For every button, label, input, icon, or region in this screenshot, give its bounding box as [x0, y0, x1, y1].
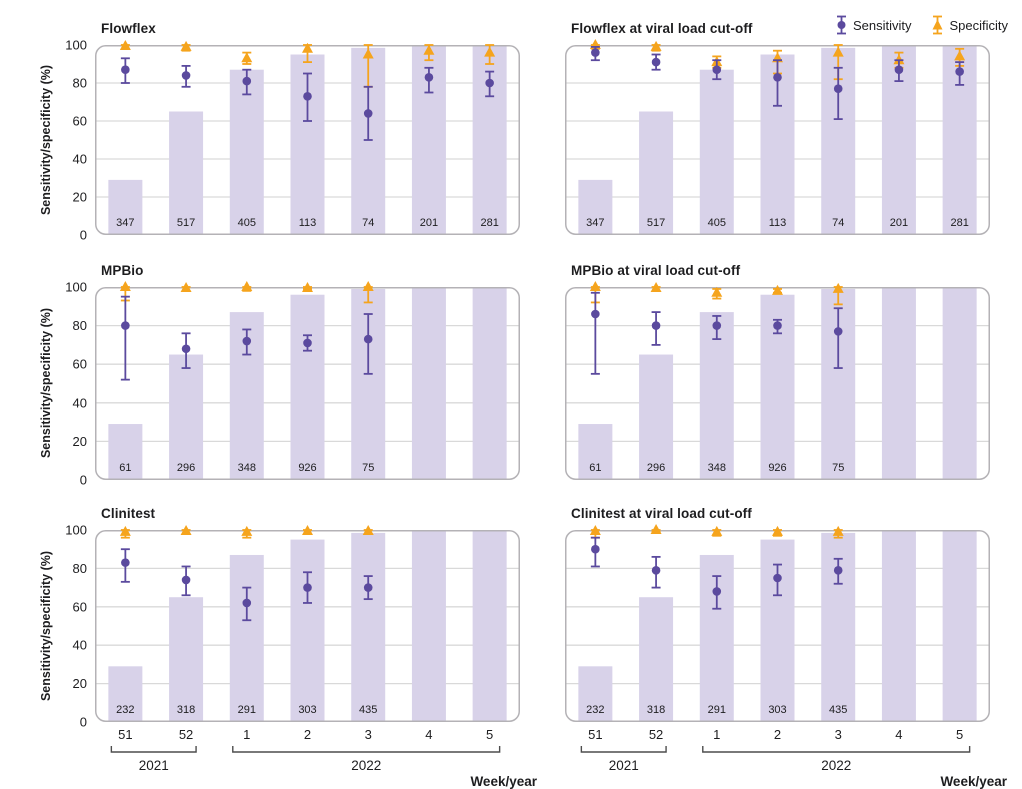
- svg-text:435: 435: [829, 704, 847, 716]
- svg-text:75: 75: [362, 462, 374, 474]
- svg-text:2021: 2021: [609, 758, 639, 773]
- plot-clinitest-cutoff: 232 318 291 303 435: [565, 524, 990, 722]
- legend-specificity-label: Specificity: [949, 17, 1008, 33]
- svg-text:0: 0: [80, 715, 87, 730]
- svg-text:74: 74: [362, 217, 374, 229]
- svg-text:435: 435: [359, 704, 377, 716]
- svg-text:318: 318: [647, 704, 665, 716]
- svg-text:318: 318: [177, 704, 195, 716]
- legend-item-specificity: Specificity: [931, 14, 1008, 36]
- svg-text:113: 113: [769, 217, 787, 229]
- svg-text:296: 296: [647, 462, 665, 474]
- svg-text:201: 201: [420, 217, 438, 229]
- svg-text:291: 291: [238, 704, 256, 716]
- svg-text:303: 303: [298, 704, 316, 716]
- svg-text:347: 347: [116, 217, 134, 229]
- legend-item-sensitivity: Sensitivity: [835, 14, 912, 36]
- plot-mpbio-cutoff: 61 296 348 926 75: [565, 281, 990, 480]
- svg-text:40: 40: [73, 638, 87, 653]
- plot-flowflex-cutoff: 347 517 405 113 74 201 281: [565, 39, 990, 236]
- svg-text:80: 80: [73, 561, 87, 576]
- svg-text:61: 61: [119, 462, 131, 474]
- svg-text:51: 51: [118, 727, 132, 742]
- panel-title-flowflex: Flowflex: [101, 21, 156, 36]
- svg-text:405: 405: [238, 217, 256, 229]
- svg-text:2021: 2021: [139, 758, 169, 773]
- svg-text:60: 60: [73, 114, 87, 129]
- y-axis-title-row2: Sensitivity/specificity (%): [39, 307, 53, 459]
- svg-text:291: 291: [708, 704, 726, 716]
- panel-title-clinitest: Clinitest: [101, 506, 156, 521]
- svg-text:1: 1: [243, 727, 250, 742]
- legend: Sensitivity Specificity: [835, 14, 1008, 36]
- svg-text:232: 232: [116, 704, 134, 716]
- panel-title-flowflex-cutoff: Flowflex at viral load cut-off: [571, 21, 753, 36]
- svg-text:20: 20: [73, 190, 87, 205]
- svg-text:40: 40: [73, 152, 87, 167]
- svg-text:0: 0: [80, 473, 87, 488]
- svg-text:926: 926: [298, 462, 316, 474]
- svg-text:Week/year: Week/year: [940, 774, 1007, 789]
- svg-text:348: 348: [238, 462, 256, 474]
- svg-text:3: 3: [835, 727, 842, 742]
- sensitivity-marker-icon: [836, 15, 846, 35]
- svg-text:4: 4: [895, 727, 902, 742]
- svg-text:2: 2: [304, 727, 311, 742]
- svg-text:60: 60: [73, 599, 87, 614]
- svg-text:5: 5: [956, 727, 963, 742]
- svg-text:5: 5: [486, 727, 493, 742]
- svg-text:60: 60: [73, 357, 87, 372]
- svg-text:405: 405: [708, 217, 726, 229]
- svg-text:80: 80: [73, 318, 87, 333]
- svg-text:Week/year: Week/year: [470, 774, 537, 789]
- x-axis-right-column: 51 52 1 2 3 4 5 2021 2022 Week/year: [580, 727, 1008, 789]
- panel-title-mpbio: MPBio: [101, 263, 144, 278]
- y-axis-title-row3: Sensitivity/specificity (%): [39, 550, 53, 702]
- specificity-marker-icon: [932, 15, 943, 35]
- panel-title-mpbio-cutoff: MPBio at viral load cut-off: [571, 263, 741, 278]
- svg-text:281: 281: [950, 217, 968, 229]
- svg-text:281: 281: [480, 217, 498, 229]
- svg-text:1: 1: [713, 727, 720, 742]
- svg-text:232: 232: [586, 704, 604, 716]
- svg-text:52: 52: [649, 727, 663, 742]
- svg-text:75: 75: [832, 462, 844, 474]
- svg-text:201: 201: [890, 217, 908, 229]
- x-axis-left-column: 51 52 1 2 3 4 5 2021 2022 Week/year: [110, 727, 538, 789]
- svg-text:74: 74: [832, 217, 844, 229]
- svg-text:20: 20: [73, 434, 87, 449]
- svg-text:303: 303: [768, 704, 786, 716]
- svg-text:517: 517: [647, 217, 665, 229]
- svg-text:0: 0: [80, 228, 87, 243]
- svg-text:4: 4: [425, 727, 432, 742]
- plot-flowflex: 347 517 405 113 74 201 281 0 20 40 60 80 100: [65, 38, 520, 243]
- svg-text:20: 20: [73, 676, 87, 691]
- svg-text:517: 517: [177, 217, 195, 229]
- legend-sensitivity-label: Sensitivity: [852, 17, 912, 33]
- plot-mpbio: 61 296 348 926 75 0 20 40 60 80 100: [65, 280, 520, 488]
- svg-text:80: 80: [73, 76, 87, 91]
- svg-text:3: 3: [365, 727, 372, 742]
- svg-text:348: 348: [708, 462, 726, 474]
- svg-text:100: 100: [65, 38, 87, 53]
- plot-clinitest: 232 318 291 303 435 0 20 40 60 80 100: [65, 523, 520, 730]
- svg-text:2022: 2022: [351, 758, 381, 773]
- svg-text:51: 51: [588, 727, 602, 742]
- y-axis-title-row1: Sensitivity/specificity (%): [39, 64, 53, 216]
- svg-text:2022: 2022: [821, 758, 851, 773]
- svg-text:100: 100: [65, 280, 87, 295]
- svg-text:347: 347: [586, 217, 604, 229]
- svg-text:100: 100: [65, 523, 87, 538]
- svg-text:40: 40: [73, 395, 87, 410]
- svg-text:61: 61: [589, 462, 601, 474]
- svg-text:926: 926: [768, 462, 786, 474]
- svg-text:296: 296: [177, 462, 195, 474]
- svg-text:2: 2: [774, 727, 781, 742]
- svg-text:113: 113: [299, 217, 317, 229]
- svg-text:52: 52: [179, 727, 193, 742]
- panel-title-clinitest-cutoff: Clinitest at viral load cut-off: [571, 506, 752, 521]
